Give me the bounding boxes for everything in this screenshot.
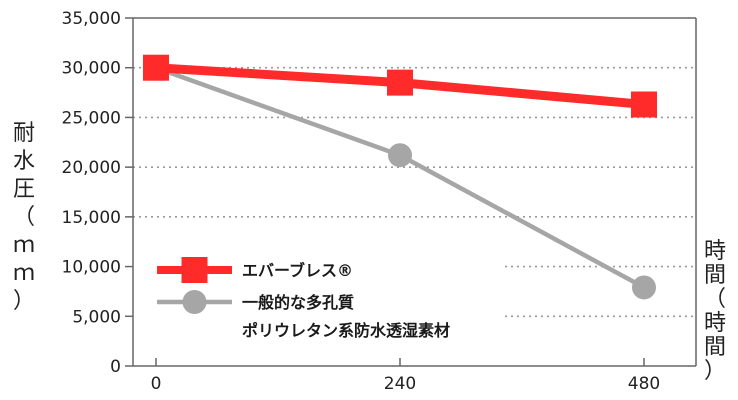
- x-axis-title-char: 時: [704, 239, 726, 264]
- legend-label: エバーブレス®: [242, 261, 353, 280]
- x-axis-title-char: ）: [704, 359, 726, 384]
- legend-label: ポリウレタン系防水透湿素材: [242, 321, 450, 340]
- x-tick-label: 480: [628, 374, 660, 394]
- legend-marker-square: [181, 257, 208, 283]
- y-axis-title-char: ）: [13, 289, 35, 314]
- label-layer: 耐水圧（ｍｍ）耐水圧（ｍｍ）時間（時間）時間（時間）: [13, 121, 726, 384]
- x-axis-title-char: 時: [704, 311, 726, 336]
- x-axis-title-char: 間: [704, 263, 726, 288]
- data-point-square: [631, 91, 657, 118]
- data-point-square: [143, 54, 169, 81]
- y-tick-label: 5,000: [72, 307, 121, 327]
- y-axis-title-char: 圧: [13, 177, 35, 202]
- y-tick-label: 15,000: [62, 208, 121, 228]
- y-tick-label: 0: [110, 357, 121, 377]
- axis-layer: 0 5,000 10,000 15,000 20,000 25,000 30,000 35,0…: [62, 9, 697, 394]
- y-axis-title-char: 耐: [13, 121, 35, 146]
- x-axis-title-char: 間: [704, 335, 726, 360]
- y-tick-label: 25,000: [62, 108, 121, 128]
- y-axis-title-char: ｍ: [13, 261, 35, 286]
- x-tick-label: 0: [151, 374, 162, 394]
- y-axis-title-char: ｍ: [13, 233, 35, 258]
- x-tick-label: 240: [384, 374, 416, 394]
- y-tick-label: 20,000: [62, 158, 121, 178]
- legend-marker-circle: [182, 290, 207, 314]
- series-layer: [143, 54, 657, 300]
- x-axis-title-char: （: [704, 287, 726, 312]
- y-axis-title-char: （: [13, 205, 35, 230]
- y-axis-title-char: 水: [13, 149, 35, 174]
- data-point-square: [387, 69, 413, 96]
- y-tick-label: 30,000: [62, 59, 121, 79]
- y-tick-label: 10,000: [62, 258, 121, 278]
- data-point-circle: [632, 275, 656, 300]
- grid-layer: [133, 66, 696, 318]
- y-tick-label: 35,000: [62, 9, 121, 29]
- legend-label: 一般的な多孔質: [242, 293, 354, 312]
- data-point-circle: [388, 143, 412, 168]
